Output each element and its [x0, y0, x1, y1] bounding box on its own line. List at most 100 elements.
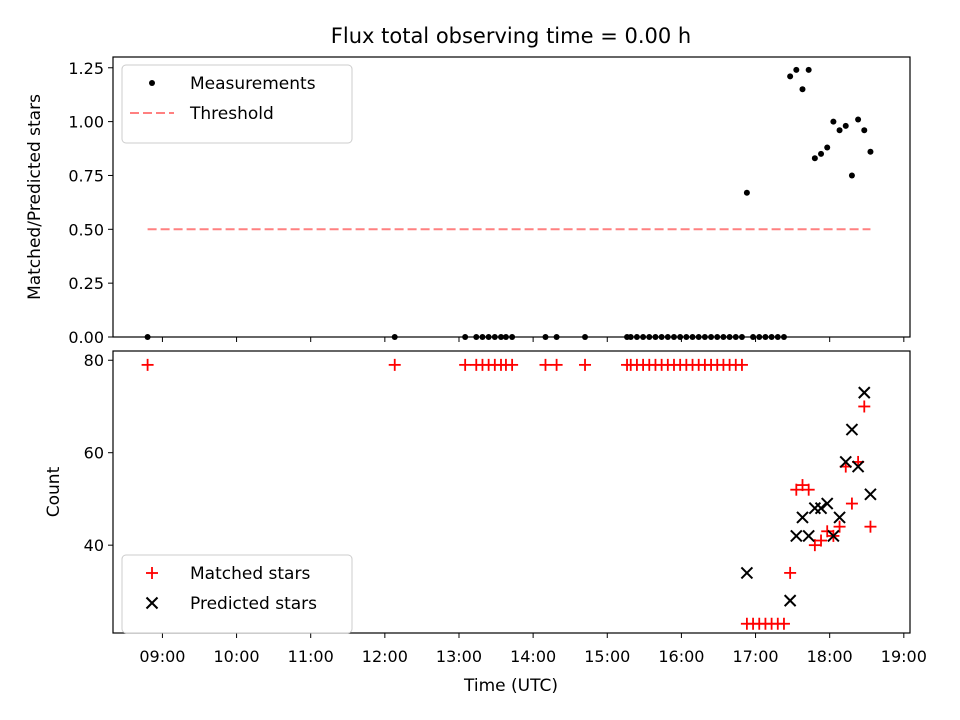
legend-box [121, 554, 353, 634]
matched-star-point [815, 534, 828, 547]
predicted-star-point [802, 529, 815, 543]
matched-star-point [864, 520, 877, 533]
measurement-point [553, 334, 560, 340]
measurement-point [830, 118, 837, 125]
y-tick-label: 1.25 [68, 59, 104, 78]
x-tick-label: 14:00 [510, 647, 556, 666]
axes-frame [112, 350, 911, 634]
measurement-point [720, 334, 727, 340]
legend-label: Predicted stars [190, 594, 317, 614]
measurement-point [861, 127, 868, 134]
legend-dot-marker [149, 80, 155, 86]
y-axis-label: Matched/Predicted stars [25, 94, 45, 300]
measurement-point [738, 334, 745, 340]
measurement-point [652, 334, 659, 340]
measurement-point [726, 334, 733, 340]
measurement-point [867, 148, 874, 155]
measurement-point [768, 334, 775, 340]
legend-label: Threshold [189, 104, 274, 124]
measurement-point [391, 334, 398, 340]
predicted-star-point [808, 501, 822, 515]
y-tick-label: 0.25 [68, 274, 104, 293]
legend-label: Measurements [190, 74, 316, 94]
x-tick-label: 17:00 [732, 647, 778, 666]
matched-star-point [784, 566, 797, 579]
matched-star-point [802, 483, 815, 496]
measurement-point [799, 86, 806, 93]
measurement-point [144, 334, 151, 340]
measurement-point [818, 150, 825, 157]
measurement-point [509, 334, 516, 340]
matched-star-point [550, 358, 563, 371]
measurement-point [627, 334, 634, 340]
y-tick-label: 80 [84, 351, 104, 370]
predicted-star-point [839, 455, 852, 469]
legend-x-marker [145, 596, 159, 610]
measurement-point [793, 66, 800, 73]
predicted-star-point [783, 594, 797, 607]
measurement-point [756, 334, 763, 340]
measurement-point [542, 334, 549, 340]
measurement-point [780, 334, 787, 340]
matched-star-point [735, 358, 748, 371]
ratio-panel: 0.00 0.25 0.50 0.75 1.00 1.25 Matched/Predicte… [25, 56, 911, 347]
x-tick-label: 11:00 [288, 647, 334, 666]
measurement-point [664, 334, 671, 340]
measurement-point [695, 334, 702, 340]
legend: Matched stars Predicted stars [121, 554, 353, 634]
predicted-star-point [796, 511, 809, 524]
measurement-point [462, 334, 469, 340]
x-axis-label: Time (UTC) [463, 676, 558, 696]
predicted-star-point [864, 488, 877, 501]
matched-star-point [579, 358, 592, 371]
measurement-point [732, 334, 739, 340]
measurement-point [714, 334, 721, 340]
measurement-point [824, 144, 831, 151]
measurement-point [640, 334, 647, 340]
measurement-point [774, 334, 781, 340]
measurement-point [683, 334, 690, 340]
matched-star-point [858, 400, 871, 413]
predicted-star-point [858, 386, 871, 399]
legend-label: Matched stars [190, 564, 310, 584]
matched-star-point [833, 520, 846, 533]
measurement-point [762, 334, 769, 340]
measurement-point [708, 334, 715, 340]
predicted-star-point [814, 501, 828, 515]
y-tick-label: 60 [84, 444, 104, 463]
matched-star-point [821, 525, 834, 538]
y-tick-label: 40 [84, 536, 104, 555]
matched-star-point [539, 358, 552, 371]
measurement-point [677, 334, 684, 340]
x-tick-label: 15:00 [584, 647, 630, 666]
legend: Measurements Threshold [121, 64, 353, 144]
y-tick-label: 1.00 [68, 113, 104, 132]
legend-plus-marker [146, 567, 158, 579]
measurement-point [855, 116, 862, 123]
predicted-star-point [821, 497, 834, 510]
x-tick-label: 16:00 [658, 647, 704, 666]
matched-star-point [796, 479, 809, 492]
matched-star-point [790, 483, 803, 496]
measurement-point [646, 334, 653, 340]
measurement-point [479, 334, 486, 340]
measurement-point [658, 334, 665, 340]
matched-star-point [388, 358, 401, 371]
measurement-point [836, 127, 843, 134]
x-tick-label: 09:00 [139, 647, 185, 666]
y-tick-label: 0.75 [68, 166, 104, 185]
matched-star-point [459, 358, 472, 371]
measurement-point [811, 155, 818, 162]
measurement-point [701, 334, 708, 340]
x-tick-label: 18:00 [807, 647, 853, 666]
predicted-star-point [845, 423, 859, 436]
chart-title: Flux total observing time = 0.00 h [331, 24, 691, 48]
y-axis-label: Count [44, 466, 64, 517]
matched-star-point [506, 358, 519, 371]
predicted-star-point [827, 529, 840, 543]
measurement-point [842, 122, 849, 129]
count-panel: 40 60 80 09:00 10:00 11:00 12:00 13:00 14:00 15:0… [44, 350, 927, 666]
measurement-point [485, 334, 492, 340]
measurement-point [582, 334, 589, 340]
